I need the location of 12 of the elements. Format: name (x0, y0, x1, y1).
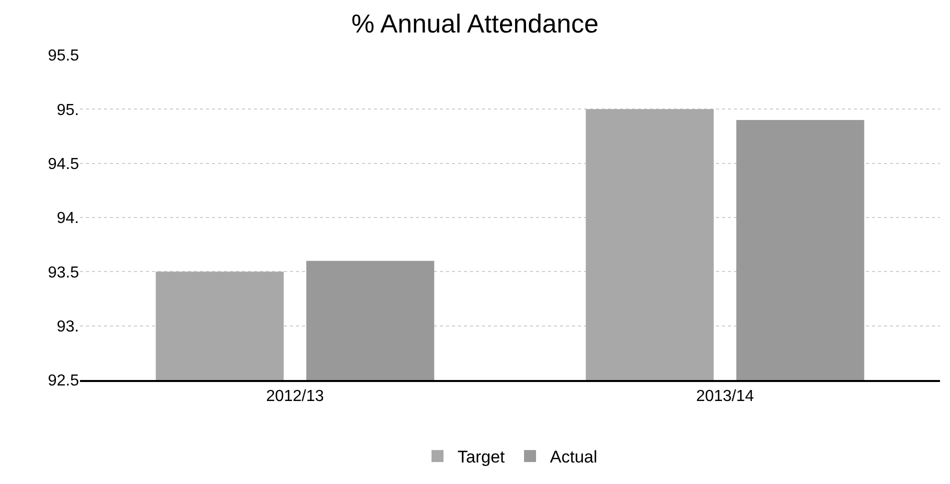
x-tick-label: 2012/13 (266, 388, 324, 406)
y-tick-label: 94. (56, 210, 79, 228)
y-tick-label: 95. (56, 102, 79, 119)
legend-label: Actual (550, 448, 598, 467)
y-tick-label: 95.5 (48, 48, 80, 65)
chart-title: % Annual Attendance (351, 8, 599, 39)
y-tick-label: 93. (56, 318, 79, 336)
legend-label: Target (458, 448, 506, 467)
x-tick-label: 2013/14 (696, 388, 754, 406)
y-tick-label: 92.5 (48, 372, 80, 390)
y-tick-label: 93.5 (48, 264, 80, 282)
y-tick-label: 94.5 (48, 156, 80, 173)
